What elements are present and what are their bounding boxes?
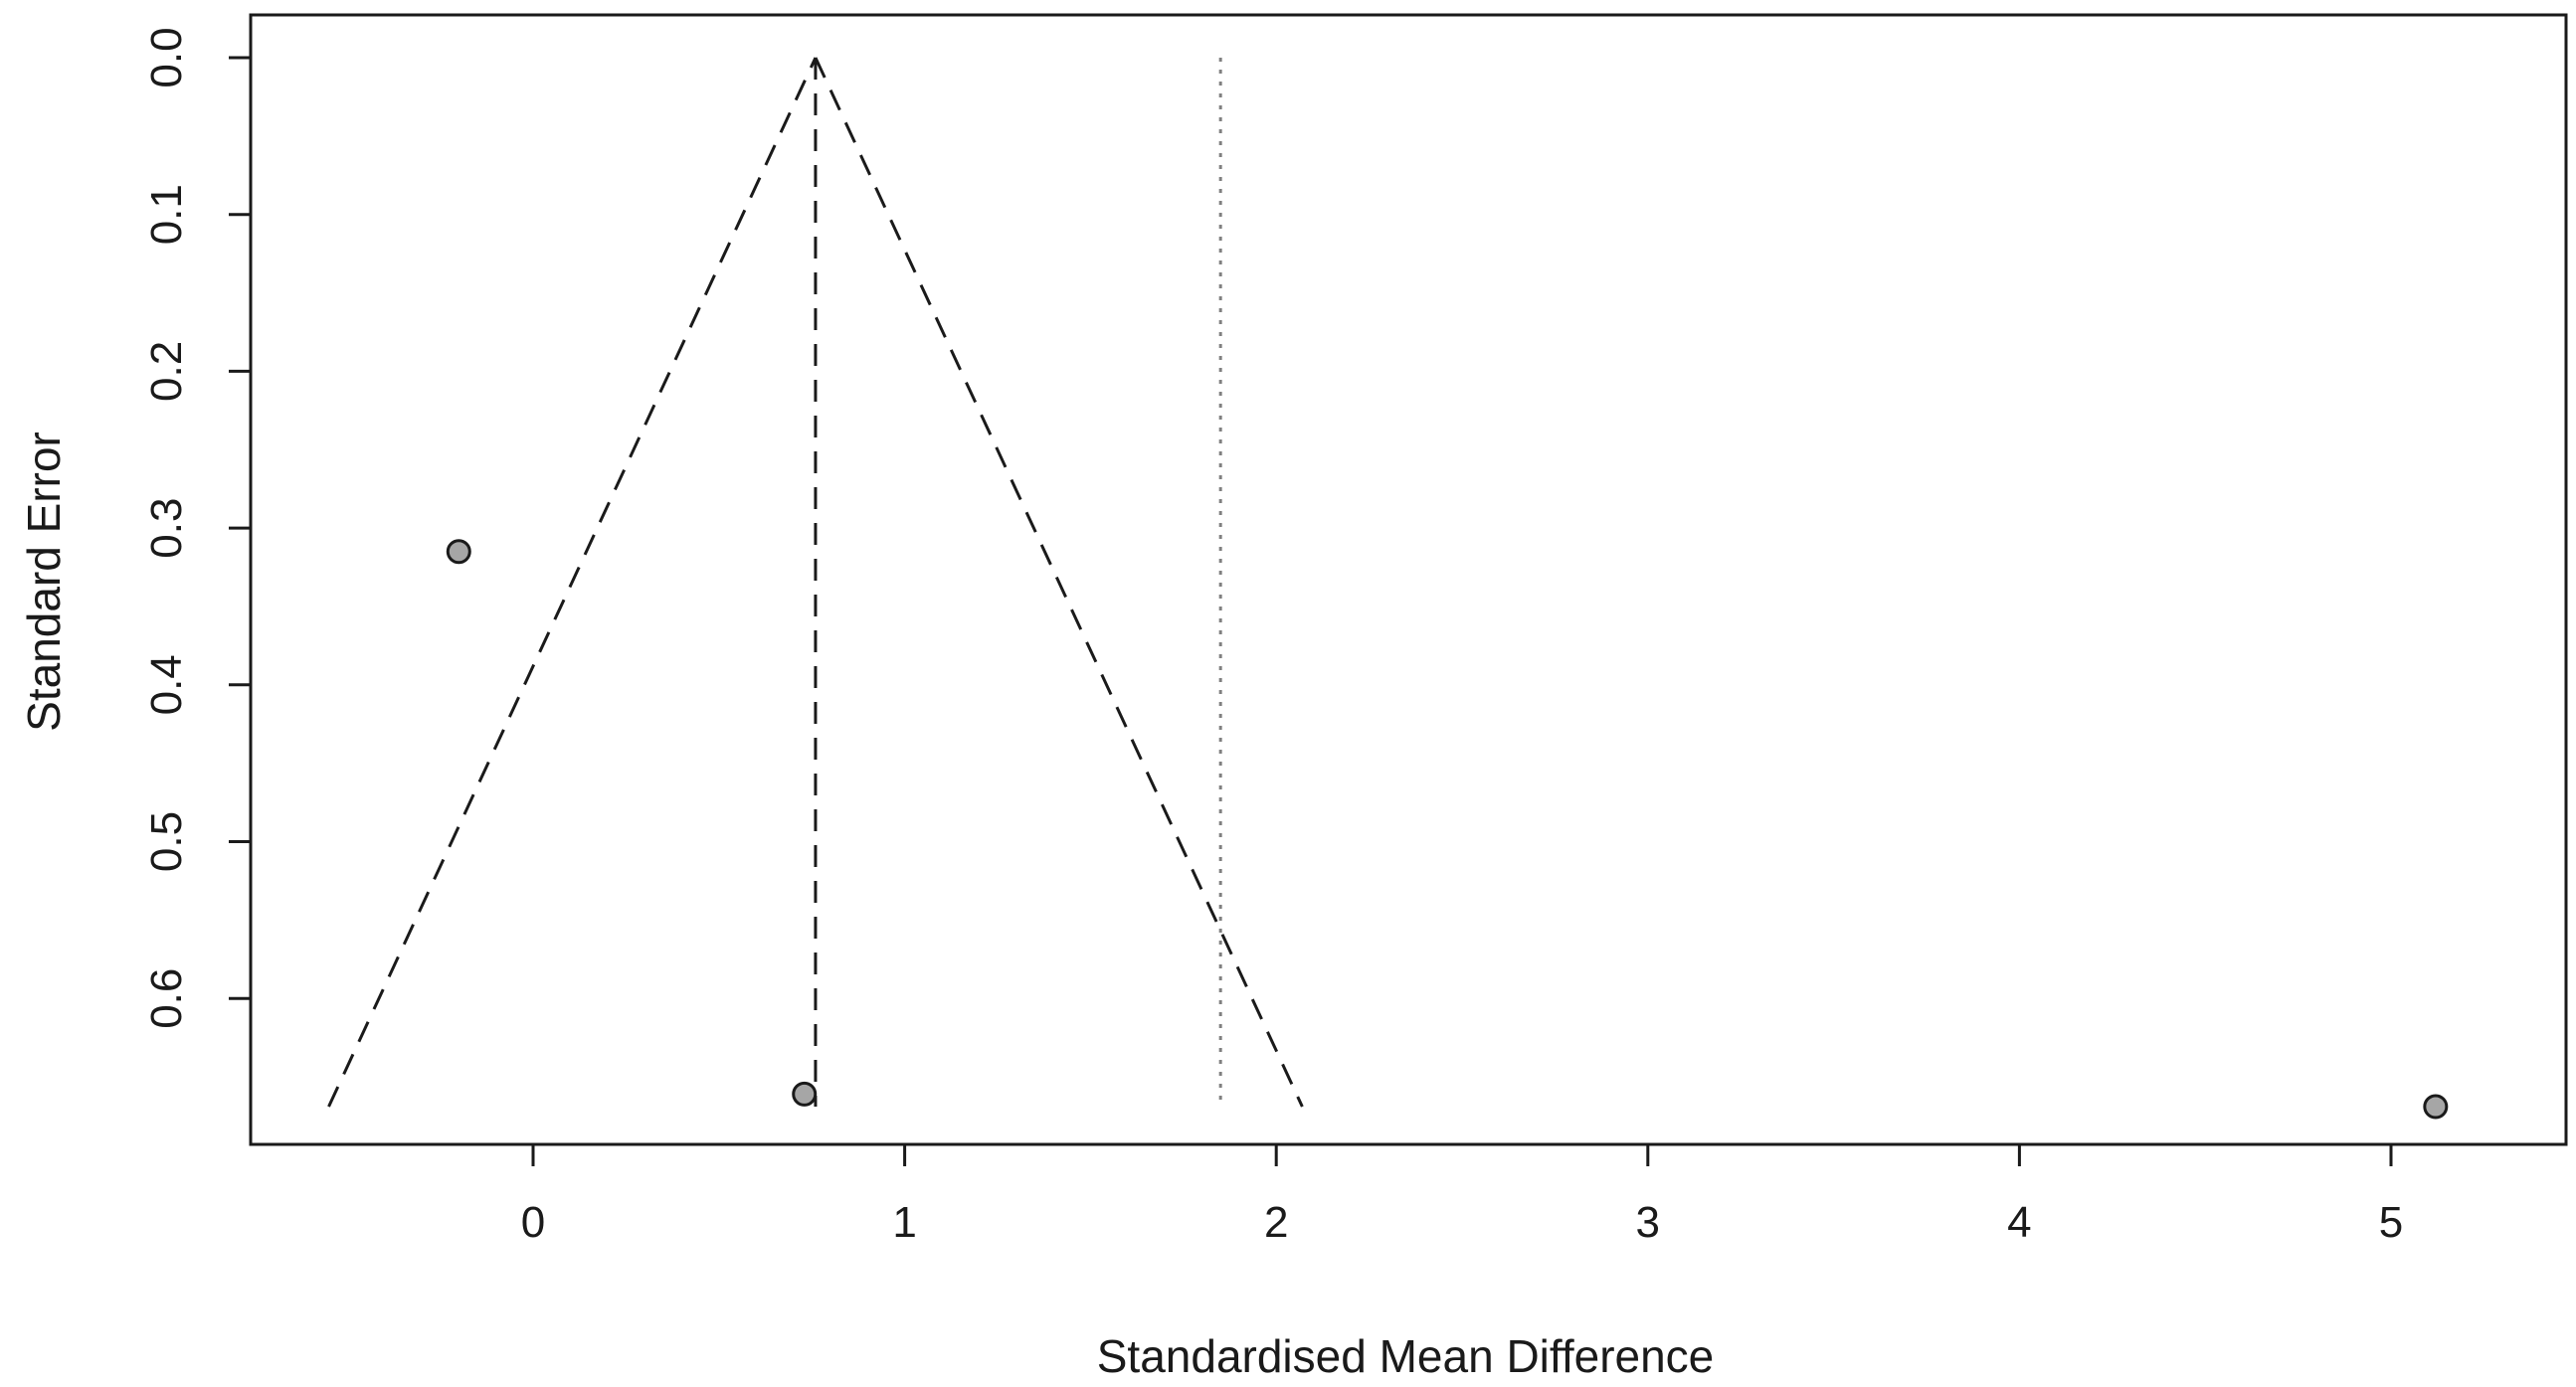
x-tick-label: 3 (1636, 1198, 1660, 1247)
funnel-left-line (327, 57, 818, 1108)
plot-marks: 0 1 2 3 4 5 0.0 0.1 0.2 0.3 0.4 0.5 0.6 (142, 27, 2449, 1247)
plot-frame (249, 13, 2568, 1146)
x-tick-label: 1 (892, 1198, 916, 1247)
y-tick-label: 0.2 (142, 341, 191, 402)
funnel-right-line (814, 57, 1304, 1108)
x-axis-title: Standardised Mean Difference (1097, 1330, 1715, 1382)
x-tick-label: 4 (2007, 1198, 2031, 1247)
y-tick-label: 0.5 (142, 811, 191, 872)
y-axis-title: Standard Error (18, 432, 70, 732)
y-tick-label: 0.0 (142, 27, 191, 87)
y-tick-label: 0.3 (142, 498, 191, 559)
study-point (792, 1081, 818, 1107)
y-tick-label: 0.6 (142, 968, 191, 1029)
x-tick-label: 2 (1264, 1198, 1288, 1247)
x-tick-label: 0 (521, 1198, 545, 1247)
study-point (446, 539, 471, 565)
x-tick-label: 5 (2379, 1198, 2403, 1247)
y-tick-label: 0.4 (142, 654, 191, 715)
study-point (2423, 1094, 2449, 1120)
y-tick-label: 0.1 (142, 184, 191, 245)
